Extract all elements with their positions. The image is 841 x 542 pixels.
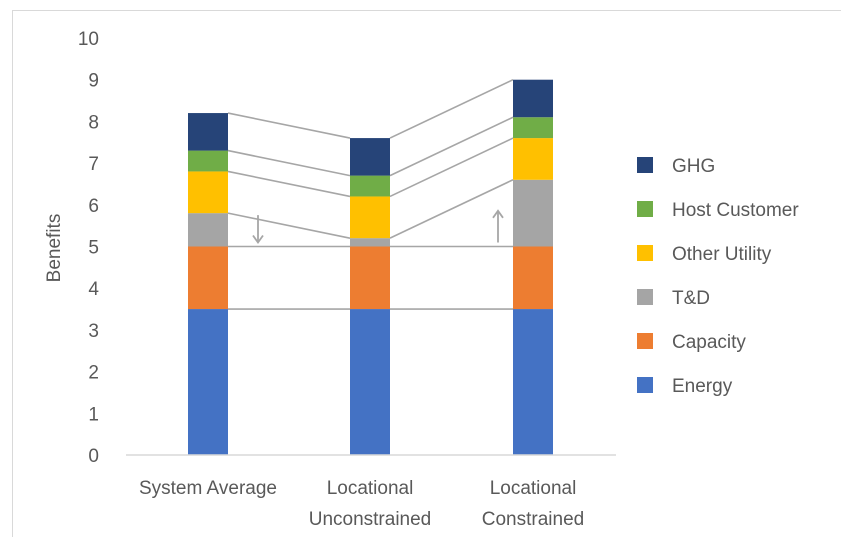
x-tick-label: Locational (327, 478, 414, 499)
y-tick-label: 10 (78, 29, 99, 50)
legend-label: GHG (672, 156, 715, 177)
chart-border-left (12, 10, 13, 537)
bar-segment (513, 117, 553, 139)
x-tick-label: Locational (490, 478, 577, 499)
bar-segment (188, 213, 228, 247)
bar-segment (513, 79, 553, 118)
bar-segment (350, 196, 390, 239)
chart-border-top (12, 10, 841, 11)
legend-swatch (637, 289, 653, 305)
connector-line (227, 112, 351, 139)
connector-line (389, 179, 514, 239)
x-tick-label: System Average (139, 478, 277, 499)
connector-lines (227, 78, 514, 310)
bar-segment (513, 246, 553, 310)
x-tick-label: Constrained (482, 509, 584, 530)
connector-line (227, 170, 351, 198)
connector-line (389, 78, 514, 139)
arrow-down-icon (252, 234, 264, 245)
bar-segment (513, 179, 553, 247)
bar-segment (350, 309, 390, 455)
bar-segment (188, 309, 228, 455)
y-tick-label: 2 (88, 363, 99, 384)
y-tick-label: 9 (88, 71, 99, 92)
bars (188, 79, 553, 455)
y-tick-label: 0 (88, 446, 99, 467)
legend-label: Capacity (672, 332, 746, 353)
arrow-up-icon (492, 209, 504, 219)
change-arrows (252, 209, 504, 245)
bar-segment (513, 138, 553, 180)
legend-swatch (637, 157, 653, 173)
y-tick-label: 1 (88, 404, 99, 425)
bar-segment (350, 138, 390, 176)
y-tick-label: 4 (88, 279, 99, 300)
legend-label: Other Utility (672, 244, 772, 265)
y-axis-label: Benefits (44, 214, 65, 283)
y-tick-label: 7 (88, 154, 99, 175)
connector-line (389, 116, 514, 177)
x-tick-label: Unconstrained (309, 509, 432, 530)
bar-segment (188, 113, 228, 151)
y-axis-tick-labels: 0 1 2 3 4 5 6 7 8 9 10 (78, 29, 100, 467)
y-tick-label: 5 (88, 238, 99, 259)
legend: GHG Host Customer Other Utility T&D Capacity… (637, 156, 799, 397)
legend-label: T&D (672, 288, 710, 309)
y-tick-label: 3 (88, 321, 99, 342)
bar-segment (350, 175, 390, 197)
legend-label: Host Customer (672, 200, 799, 221)
x-axis-category-labels: System Average Locational Unconstrained Loc… (139, 478, 584, 530)
legend-swatch (637, 201, 653, 217)
bar-segment (188, 150, 228, 172)
y-tick-label: 6 (88, 196, 99, 217)
y-tick-label: 8 (88, 112, 99, 133)
bar-segment (350, 246, 390, 310)
bar-segment (188, 171, 228, 214)
connector-line (389, 137, 514, 198)
bar-segment (513, 309, 553, 455)
legend-label: Energy (672, 376, 733, 397)
bar-segment (188, 246, 228, 310)
legend-swatch (637, 377, 653, 393)
bar-segment (350, 238, 390, 247)
connector-line (227, 212, 351, 239)
legend-swatch (637, 333, 653, 349)
legend-swatch (637, 245, 653, 261)
connector-line (227, 149, 351, 177)
